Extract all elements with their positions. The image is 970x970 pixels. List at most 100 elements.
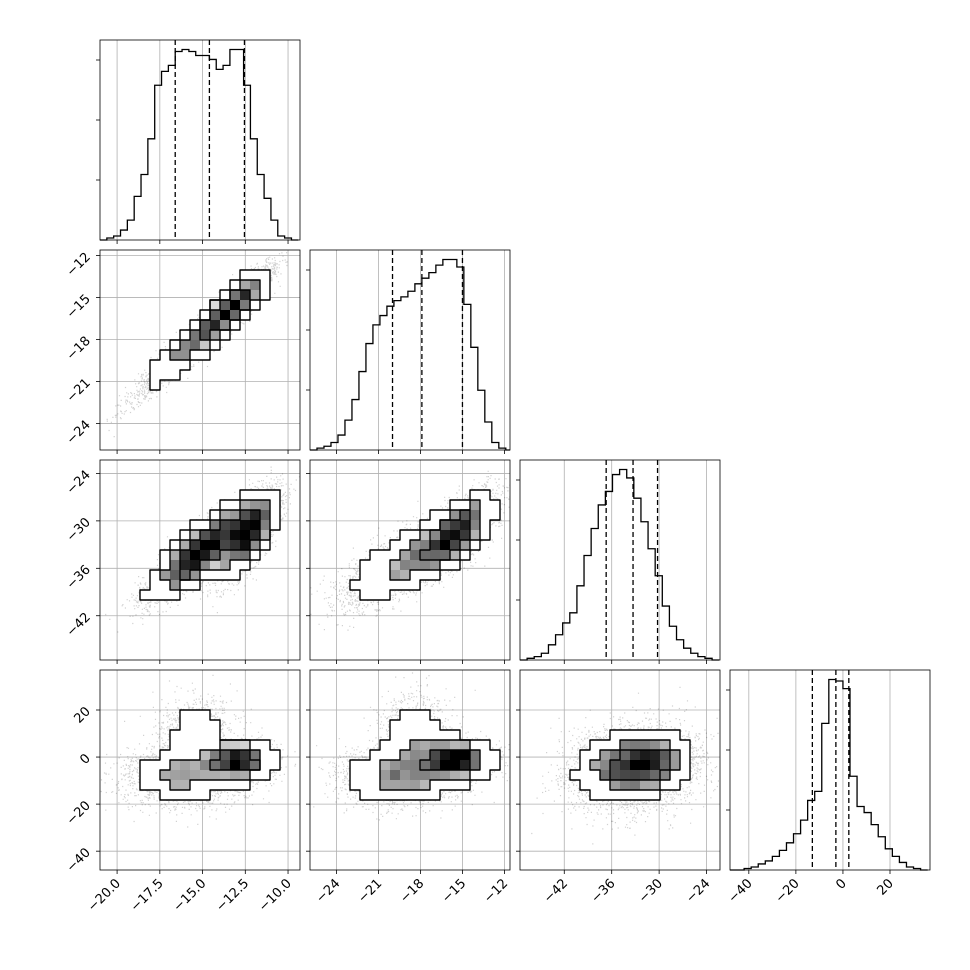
contour-level-1: [149, 269, 271, 391]
density-cell: [170, 770, 181, 781]
density-cell: [170, 570, 181, 581]
density-cell: [200, 530, 211, 541]
density-cell: [410, 560, 421, 571]
histogram-bin: [223, 65, 230, 240]
density-cell: [380, 560, 391, 571]
density-cell: [200, 720, 211, 731]
histogram-bin: [422, 278, 429, 450]
density-cell: [260, 520, 271, 531]
density-cell: [430, 570, 441, 581]
density-cell: [390, 780, 401, 791]
density-cell: [450, 730, 461, 741]
density-cell: [450, 550, 461, 561]
density-cell: [230, 740, 241, 751]
density-cell: [580, 750, 591, 761]
density-cell: [250, 540, 261, 551]
y-tick-label: −18: [64, 334, 94, 364]
density-cell: [180, 760, 191, 771]
axes-frame: [729, 669, 931, 871]
density-cell: [260, 760, 271, 771]
histogram-bin: [641, 522, 648, 660]
density-cell: [460, 530, 471, 541]
axes-frame: [309, 669, 511, 871]
density-cell: [610, 730, 621, 741]
axes-frame: [99, 39, 301, 241]
histogram-bin: [786, 843, 793, 870]
x-tick-label: −12: [481, 876, 511, 906]
density-cell: [480, 490, 491, 501]
density-cell: [350, 760, 361, 771]
density-cell: [210, 550, 221, 561]
density-cell: [380, 580, 391, 591]
density-cell: [220, 740, 231, 751]
density-cell: [620, 740, 631, 751]
density-cell: [430, 510, 441, 521]
histogram-bin: [871, 825, 878, 870]
density-cell: [450, 770, 461, 781]
density-cell: [620, 780, 631, 791]
histogram-bin: [485, 422, 492, 450]
density-cell: [270, 750, 281, 761]
density-cell: [170, 780, 181, 791]
histogram-bin: [563, 623, 570, 660]
x-tick-label: −30: [636, 876, 666, 906]
joint-1-3: [313, 672, 510, 821]
contour-level-1: [139, 709, 281, 801]
density-cell: [250, 490, 261, 501]
histogram-bin: [698, 657, 705, 660]
histogram-bin: [541, 653, 548, 660]
density-cell: [250, 520, 261, 531]
density-cell: [200, 560, 211, 571]
density-cell: [390, 580, 401, 591]
density-cell: [170, 730, 181, 741]
y-tick-label: −20: [64, 798, 94, 828]
density-cell: [190, 340, 201, 351]
density-cell: [360, 570, 371, 581]
density-cell: [210, 720, 221, 731]
histogram-bin: [471, 347, 478, 450]
y-tick-label: −24: [64, 468, 94, 498]
density-cell: [220, 520, 231, 531]
y-tick-label: −36: [64, 563, 94, 593]
y-tick-label: −24: [64, 418, 94, 448]
density-cell: [660, 750, 671, 761]
density-cell: [390, 750, 401, 761]
density-cell: [180, 780, 191, 791]
histogram-bin: [556, 635, 563, 660]
density-cell: [170, 740, 181, 751]
density-cell: [460, 510, 471, 521]
contour-level-2: [379, 739, 481, 791]
histogram-bin: [534, 657, 541, 660]
histogram-bin: [794, 834, 801, 870]
density-cell: [220, 550, 231, 561]
density-cell: [160, 780, 171, 791]
density-cell: [160, 750, 171, 761]
density-cell: [190, 350, 201, 361]
density-cell: [440, 530, 451, 541]
density-cell: [160, 760, 171, 771]
density-cell: [250, 300, 261, 311]
histogram-bin: [779, 850, 786, 870]
density-cell: [160, 590, 171, 601]
x-tick-label: 0: [833, 876, 849, 892]
density-cell: [440, 730, 451, 741]
density-cell: [230, 510, 241, 521]
density-cell: [240, 750, 251, 761]
histogram-bin: [182, 50, 189, 240]
density-cell: [430, 790, 441, 801]
hist-0-axes: [116, 40, 289, 240]
histogram-bin: [127, 220, 134, 240]
histogram-bin: [620, 470, 627, 660]
x-tick-label: −15.0: [171, 876, 210, 915]
density-cell: [470, 490, 481, 501]
density-cell: [380, 550, 391, 561]
density-cell: [660, 760, 671, 771]
density-cell: [440, 750, 451, 761]
histogram-step: [730, 678, 928, 871]
density-cell: [400, 750, 411, 761]
histogram-bin: [634, 498, 641, 660]
density-cell: [370, 760, 381, 771]
density-cell: [210, 730, 221, 741]
density-cell: [260, 500, 271, 511]
density-cell: [420, 710, 431, 721]
